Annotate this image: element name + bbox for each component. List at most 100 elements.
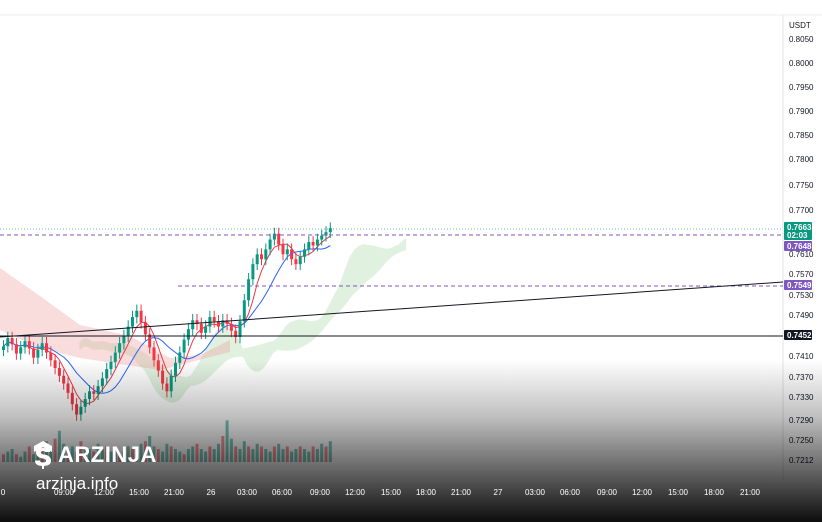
time-tick-label: 15:00 (381, 488, 402, 497)
candle-body (178, 352, 182, 363)
price-tick-label: 0.7700 (789, 206, 814, 215)
time-tick-label: 12:00 (632, 488, 653, 497)
cloud-bearish (0, 268, 230, 370)
candle-body (277, 233, 281, 245)
time-tick-label: 15:00 (129, 488, 150, 497)
candle-body (195, 320, 199, 324)
base-line (3, 245, 331, 394)
candle-body (199, 323, 203, 333)
candle-body (139, 310, 143, 323)
time-tick-label: 12:00 (94, 488, 115, 497)
candle-body (264, 249, 268, 260)
price-tick-label: 0.7490 (789, 311, 814, 320)
watermark-brand: ARZINJA (32, 440, 157, 470)
price-tag-value: 0.7452 (787, 331, 812, 340)
candle-body (118, 343, 122, 353)
candle-body (324, 232, 328, 236)
candle-body (6, 338, 10, 347)
candle-body (225, 320, 229, 324)
candle-body (272, 233, 276, 240)
candle-body (2, 346, 5, 350)
price-tick-label: 0.7610 (789, 250, 814, 259)
candle-body (229, 323, 233, 331)
candle-body (45, 343, 48, 353)
price-tick-label: 0.7750 (789, 181, 814, 190)
candle-body (148, 334, 152, 348)
candle-body (36, 349, 40, 358)
time-tick-label: 06:00 (272, 488, 293, 497)
price-tick-label: 0.7800 (789, 155, 814, 164)
candle-body (32, 348, 36, 358)
time-tick-label: 09:00 (54, 488, 75, 497)
candle-body (126, 326, 130, 336)
price-tick-label: 0.7850 (789, 131, 814, 140)
price-tag-bg (784, 222, 812, 240)
candle-body (221, 320, 225, 327)
trend-line (0, 281, 784, 338)
candle-body (247, 279, 251, 301)
candle-body (135, 310, 139, 318)
price-tick-label: 0.8050 (789, 35, 814, 44)
watermark-url: arzinja.info (36, 474, 119, 493)
price-tag-bg (784, 241, 812, 251)
candle-body (212, 317, 216, 322)
price-tag-countdown: 02:03 (787, 231, 808, 240)
candle-body (307, 242, 311, 250)
price-tag-bg (784, 280, 812, 290)
price-tick-label: 0.7410 (789, 352, 814, 361)
bottom-fade (0, 360, 822, 522)
candle-body (182, 339, 186, 353)
price-tag-value: 0.7549 (787, 281, 812, 290)
candle-body (260, 254, 263, 260)
price-tag-value: 0.7663 (787, 223, 812, 232)
candle-body (131, 317, 134, 327)
candle-body (268, 239, 272, 250)
candle-body (238, 321, 242, 338)
time-tick-label: 03:00 (237, 488, 258, 497)
candle-body (255, 254, 259, 265)
time-tick-label: 26 (207, 488, 216, 497)
candle-body (49, 352, 53, 361)
candle-body (122, 336, 126, 344)
candle-body (311, 242, 315, 246)
reference-lines (0, 228, 784, 338)
time-tick-label: 0 (1, 488, 6, 497)
time-tick-label: 21:00 (451, 488, 472, 497)
candle-body (251, 264, 255, 280)
candle-body (23, 341, 27, 348)
candle-body (27, 341, 31, 349)
candle-body (152, 347, 156, 361)
candle-body (191, 320, 195, 330)
time-tick-label: 18:00 (416, 488, 437, 497)
time-tick-label: 21:00 (164, 488, 185, 497)
time-tick-label: 06:00 (560, 488, 581, 497)
candle-body (303, 249, 306, 257)
candle-body (217, 321, 220, 327)
candle-body (14, 344, 18, 354)
candle-body (315, 239, 319, 246)
candle-body (298, 256, 302, 265)
candle-body (143, 322, 147, 335)
time-tick-label: 09:00 (597, 488, 618, 497)
time-axis[interactable]: 0 09:00 12:00 15:00 21:00 26 03:00 06:00 09:00 12… (1, 488, 761, 497)
time-tick-label: 12:00 (345, 488, 366, 497)
arzinja-logo-icon (34, 441, 52, 469)
watermark-brand-text: ARZINJA (58, 442, 157, 467)
candle-body (294, 259, 298, 265)
time-tick-label: 27 (494, 488, 503, 497)
price-tag-value: 0.7648 (787, 242, 812, 251)
price-tick-label: 0.7900 (789, 107, 814, 116)
candle-body (204, 326, 208, 333)
price-tick-label: 0.8000 (789, 59, 814, 68)
candle-body (320, 235, 324, 240)
candle-body (285, 249, 289, 255)
price-tick-label: 0.7570 (789, 270, 814, 279)
candle-body (328, 228, 332, 233)
price-tick-label: 0.7950 (789, 83, 814, 92)
candle-body (19, 347, 23, 354)
cloud-bullish (79, 237, 407, 403)
candle-body (113, 352, 117, 362)
price-tag-bg (784, 330, 812, 340)
